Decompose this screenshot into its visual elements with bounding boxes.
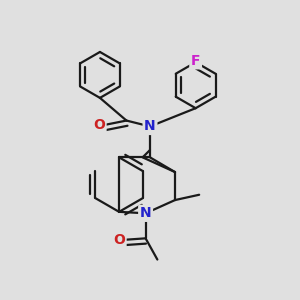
- Text: N: N: [144, 119, 156, 134]
- Text: F: F: [191, 54, 200, 68]
- Text: N: N: [140, 206, 152, 220]
- Text: O: O: [113, 233, 125, 247]
- Text: O: O: [93, 118, 105, 132]
